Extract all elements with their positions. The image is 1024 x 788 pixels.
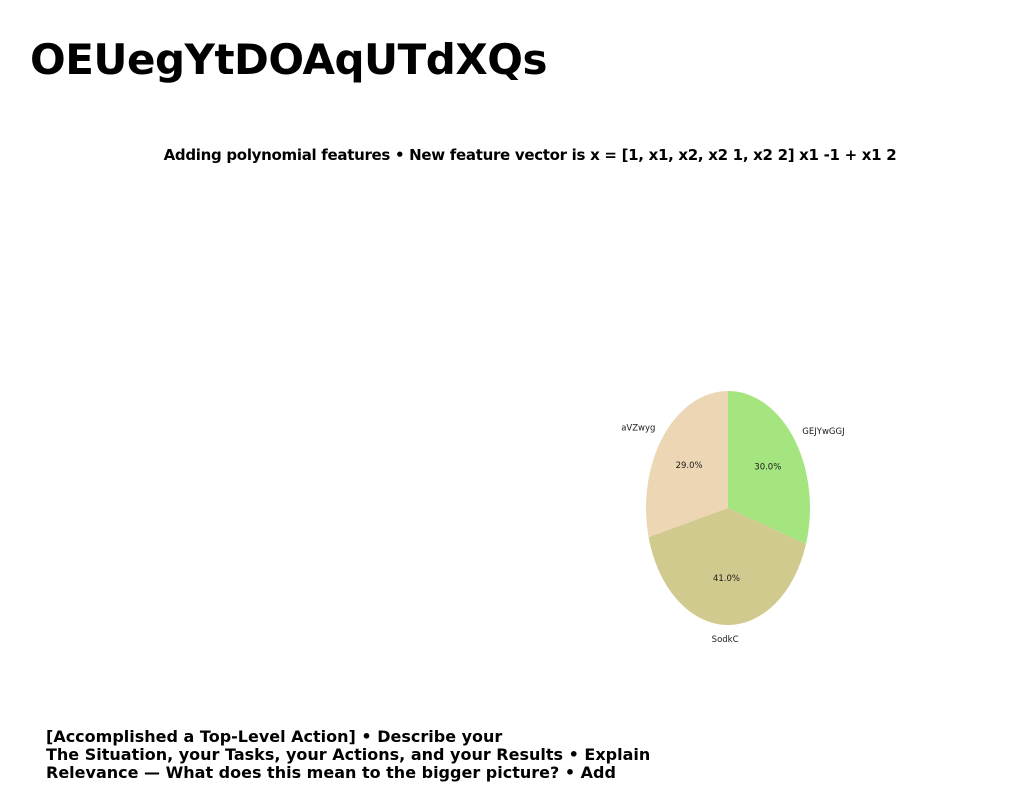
pie-category-label-avzwyg: aVZwyg	[621, 424, 655, 434]
body-line-3: Relevance — What does this mean to the b…	[46, 763, 616, 782]
pie-category-label-sodkc: SodkC	[712, 635, 739, 645]
pie-slice-sodkc	[648, 508, 806, 625]
chart-subtitle: Adding polynomial features • New feature…	[163, 146, 897, 164]
body-line-2: The Situation, your Tasks, your Actions,…	[46, 745, 651, 764]
pie-pct-label-gejywggj: 30.0%	[754, 463, 781, 473]
page-title: OEUegYtDOAqUTdXQs	[30, 35, 547, 84]
pie-chart: 30.0% GEJYwGGJ 41.0% SodkC 29.0% aVZwyg	[621, 391, 845, 645]
pie-slices	[646, 391, 810, 625]
pie-pct-label-avzwyg: 29.0%	[676, 461, 703, 471]
body-line-1: [Accomplished a Top-Level Action] • Desc…	[46, 727, 503, 746]
pie-slice-gejywggj	[728, 391, 810, 545]
pie-category-label-gejywggj: GEJYwGGJ	[802, 427, 844, 437]
pie-labels: 30.0% GEJYwGGJ 41.0% SodkC 29.0% aVZwyg	[621, 424, 844, 645]
body-text: [Accomplished a Top-Level Action] • Desc…	[46, 728, 696, 782]
pie-pct-label-sodkc: 41.0%	[713, 574, 740, 584]
pie-slice-avzwyg	[646, 391, 728, 538]
